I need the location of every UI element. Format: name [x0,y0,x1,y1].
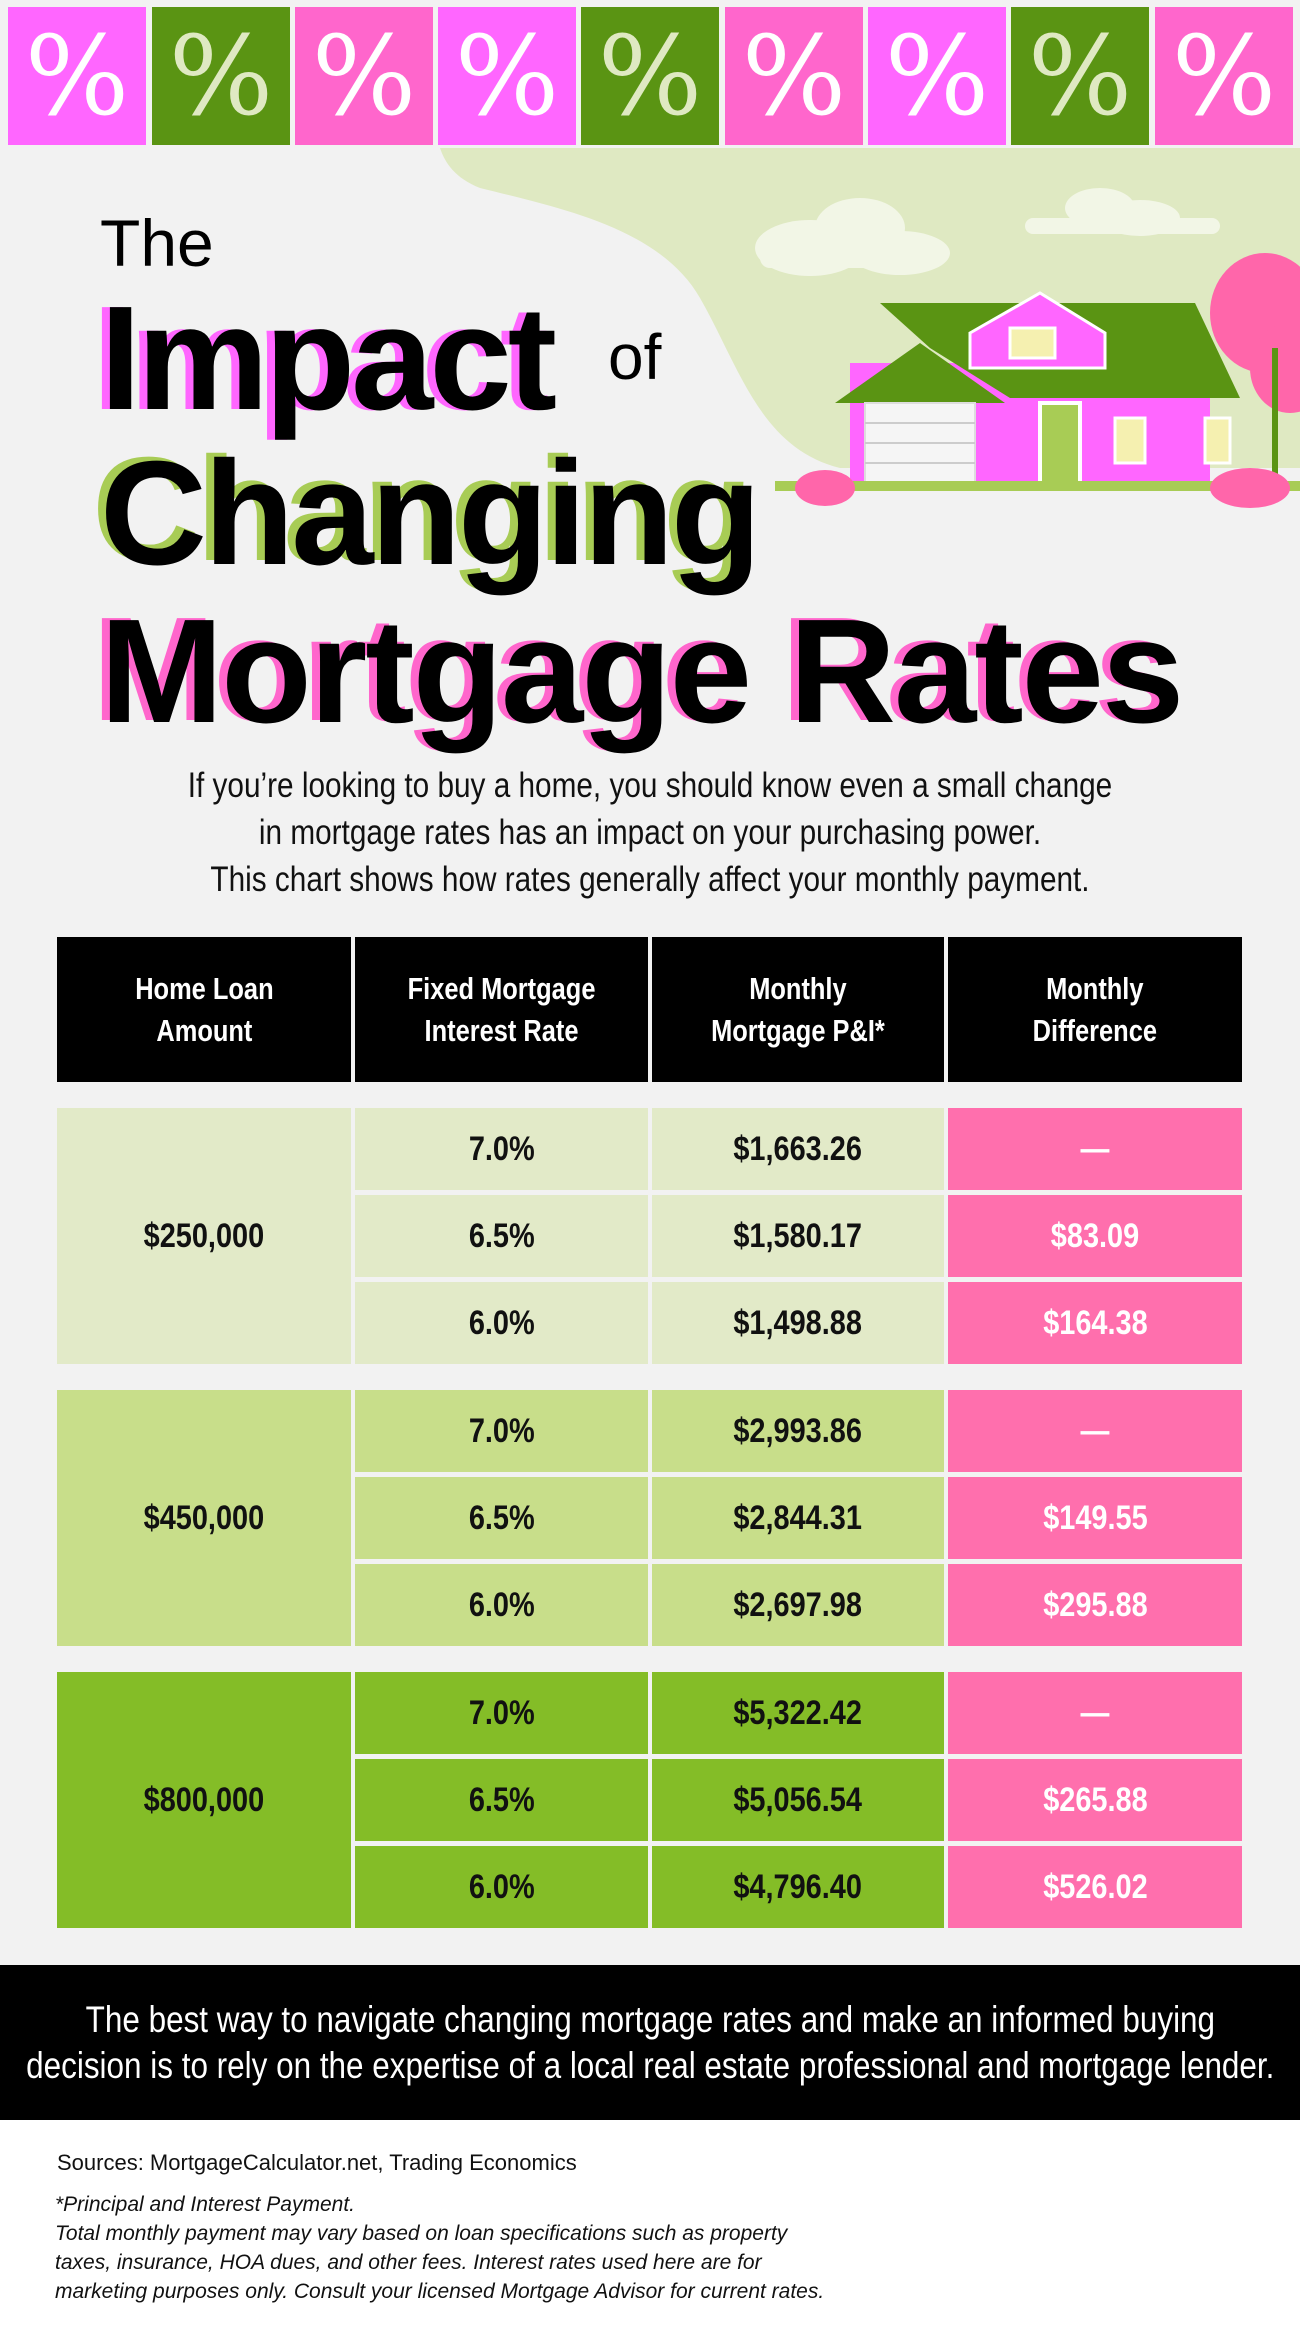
payment-cell: $1,580.17 [652,1195,944,1277]
title-of: of [608,321,662,393]
percent-icon: % [8,7,146,145]
payment-cell: $5,322.42 [652,1672,944,1754]
payment-cell: $2,993.86 [652,1390,944,1472]
rate-cell: 6.5% [355,1477,648,1559]
footer [0,2120,1300,2349]
disclaimer-line: marketing purposes only. Consult your li… [55,2280,825,2303]
cta-banner: The best way to navigate changing mortga… [0,1965,1300,2120]
disclaimer-line: Total monthly payment may vary based on … [55,2222,788,2245]
header-monthly-difference: Monthly Difference [948,937,1242,1082]
rate-cell: 7.0% [355,1108,648,1190]
intro-paragraph: If you’re looking to buy a home, you sho… [98,762,1203,903]
percent-icon: % [1011,7,1149,145]
header-interest-rate: Fixed Mortgage Interest Rate [355,937,648,1082]
difference-cell: — [948,1672,1242,1754]
rate-cell: 7.0% [355,1390,648,1472]
percent-icon: % [152,7,290,145]
header-home-loan-amount: Home Loan Amount [57,937,351,1082]
cta-line: decision is to rely on the expertise of … [25,2044,1275,2086]
payment-cell: $4,796.40 [652,1846,944,1928]
title-the: The [100,206,214,280]
difference-cell: $83.09 [948,1195,1242,1277]
rate-cell: 6.0% [355,1564,648,1646]
loan-amount-cell: $250,000 [57,1108,351,1364]
payment-cell: $1,498.88 [652,1282,944,1364]
difference-cell: — [948,1390,1242,1472]
disclaimer-line: taxes, insurance, HOA dues, and other fe… [55,2251,762,2274]
percent-icon: % [438,7,576,145]
title-impact: Impact [100,276,557,441]
cta-line: The best way to navigate changing mortga… [85,1998,1215,2040]
loan-amount-cell: $800,000 [57,1672,351,1928]
rate-cell: 6.5% [355,1195,648,1277]
disclaimer-line: *Principal and Interest Payment. [55,2193,355,2216]
percent-icon: % [581,7,719,145]
house-illustration [440,148,1300,508]
disclaimer: *Principal and Interest Payment. Total m… [55,2190,824,2306]
difference-cell: $526.02 [948,1846,1242,1928]
percent-icon: % [868,7,1006,145]
percent-icon: % [725,7,863,145]
intro-line: If you’re looking to buy a home, you sho… [187,766,1113,805]
rate-cell: 6.5% [355,1759,648,1841]
difference-cell: $265.88 [948,1759,1242,1841]
percent-icon: % [295,7,433,145]
payment-cell: $5,056.54 [652,1759,944,1841]
intro-line: This chart shows how rates generally aff… [210,860,1090,899]
title-changing: Changing [100,431,761,596]
rate-cell: 6.0% [355,1846,648,1928]
difference-cell: — [948,1108,1242,1190]
payment-cell: $2,697.98 [652,1564,944,1646]
title-mortgage-rates: Mortgage Rates [100,589,1184,754]
difference-cell: $149.55 [948,1477,1242,1559]
payment-cell: $2,844.31 [652,1477,944,1559]
payment-cell: $1,663.26 [652,1108,944,1190]
sources-text: Sources: MortgageCalculator.net, Trading… [57,2150,577,2175]
percent-banner: % % % % % % % % % [0,0,1300,150]
difference-cell: $164.38 [948,1282,1242,1364]
loan-amount-cell: $450,000 [57,1390,351,1646]
header-monthly-payment: Monthly Mortgage P&I* [652,937,944,1082]
percent-icon: % [1155,7,1293,145]
rate-cell: 6.0% [355,1282,648,1364]
rate-cell: 7.0% [355,1672,648,1754]
intro-line: in mortgage rates has an impact on your … [258,813,1042,852]
difference-cell: $295.88 [948,1564,1242,1646]
